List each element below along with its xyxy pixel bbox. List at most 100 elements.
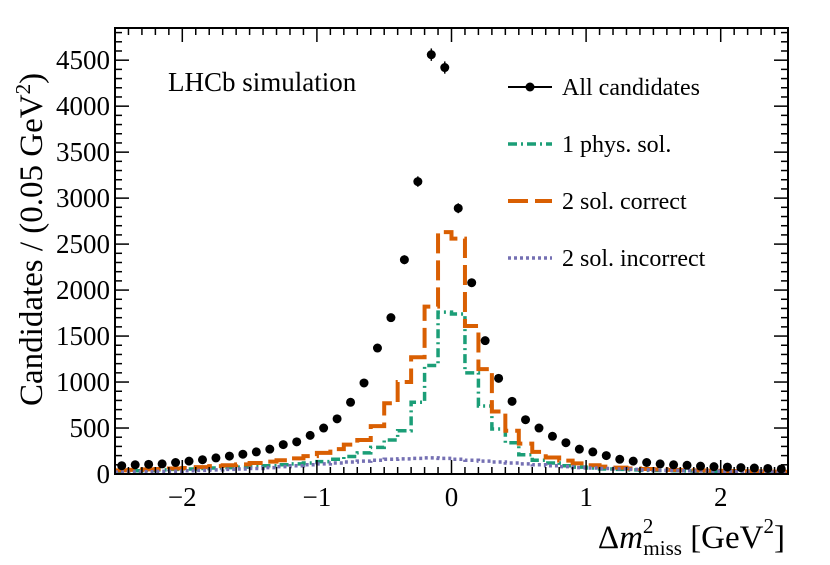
y-tick-label: 500: [70, 413, 111, 443]
x-axis-label-m: m: [619, 520, 643, 556]
data-point: [749, 463, 759, 473]
data-marker: [601, 451, 611, 461]
data-point: [507, 396, 517, 406]
y-tick-label: 4000: [56, 91, 110, 121]
data-marker: [615, 454, 625, 464]
data-marker: [776, 464, 786, 474]
data-marker: [292, 437, 302, 447]
data-point: [197, 455, 207, 465]
x-tick-label: 1: [579, 482, 593, 512]
x-axis-label-sub: miss: [643, 536, 682, 560]
data-point: [669, 460, 679, 470]
data-marker: [763, 463, 773, 473]
x-tick-label: −1: [303, 482, 332, 512]
data-point: [722, 462, 732, 472]
data-marker: [346, 397, 356, 407]
data-marker: [736, 463, 746, 473]
data-point: [413, 176, 423, 187]
data-point: [480, 336, 490, 346]
data-point: [265, 444, 275, 454]
data-marker: [467, 278, 477, 288]
data-point: [292, 437, 302, 447]
data-point: [278, 440, 288, 450]
data-marker: [440, 63, 450, 73]
x-axis-label: Δm2 miss [GeV2]: [598, 514, 785, 560]
data-marker: [265, 444, 275, 454]
data-point: [615, 454, 625, 464]
data-point: [534, 423, 544, 433]
data-marker: [669, 460, 679, 470]
data-marker: [628, 456, 638, 466]
data-marker: [453, 203, 463, 213]
data-point: [359, 378, 369, 388]
legend-label: All candidates: [562, 75, 700, 101]
y-tick-label: 1500: [56, 321, 110, 351]
data-point: [117, 461, 127, 471]
data-marker: [547, 431, 557, 441]
data-point: [372, 343, 382, 353]
x-tick-label: 0: [445, 482, 459, 512]
x-axis-label-unit-close: ]: [774, 520, 785, 556]
data-point: [238, 449, 248, 459]
data-marker: [319, 423, 329, 433]
data-point: [319, 423, 329, 433]
data-point: [682, 460, 692, 470]
data-marker: [144, 459, 154, 469]
data-point: [224, 451, 234, 461]
data-marker: [642, 458, 652, 468]
data-marker: [709, 462, 719, 472]
data-point: [184, 456, 194, 466]
data-marker: [749, 463, 759, 473]
y-tick-label: 3000: [56, 183, 110, 213]
series-1-histogram: [115, 310, 788, 474]
series-layer: [115, 48, 788, 474]
data-point: [346, 397, 356, 407]
annotation-text: LHCb simulation: [168, 67, 357, 97]
y-tick-label: 2500: [56, 229, 110, 259]
data-marker: [386, 313, 396, 323]
data-point: [171, 458, 181, 468]
data-marker: [655, 459, 665, 469]
data-point: [467, 278, 477, 288]
series-2-histogram: [115, 230, 788, 474]
data-point: [305, 430, 315, 440]
data-point: [574, 444, 584, 454]
data-marker: [588, 447, 598, 457]
x-axis-label-delta: Δ: [598, 520, 619, 556]
data-marker: [426, 50, 436, 60]
y-tick-label: 2000: [56, 275, 110, 305]
data-marker: [561, 438, 571, 448]
legend: All candidates 1 phys. sol. 2 sol. correct…: [508, 75, 706, 272]
data-point: [144, 459, 154, 469]
data-marker: [157, 459, 167, 469]
y-tick-label: 1000: [56, 367, 110, 397]
data-point: [399, 255, 409, 265]
data-marker: [224, 451, 234, 461]
y-axis-label-main: Candidates / (0.05 GeV: [14, 94, 50, 406]
data-marker: [534, 423, 544, 433]
data-point: [601, 451, 611, 461]
data-marker: [521, 415, 531, 425]
data-point: [440, 61, 450, 74]
y-axis-label: Candidates / (0.05 GeV2): [11, 73, 50, 406]
data-marker: [211, 453, 221, 463]
x-tick-label: 2: [714, 482, 728, 512]
data-marker: [117, 461, 127, 471]
y-tick-label: 4500: [56, 45, 110, 75]
data-marker: [494, 373, 504, 383]
legend-entry: 2 sol. incorrect: [508, 246, 706, 272]
data-point: [736, 463, 746, 473]
legend-label: 2 sol. incorrect: [562, 246, 706, 272]
data-point: [494, 373, 504, 383]
data-point: [157, 459, 167, 469]
data-point: [642, 458, 652, 468]
data-marker: [130, 460, 140, 470]
legend-entry: All candidates: [508, 75, 700, 101]
legend-swatch-marker: [525, 82, 535, 92]
data-marker: [251, 447, 261, 457]
data-marker: [722, 462, 732, 472]
data-point: [655, 459, 665, 469]
data-point: [386, 313, 396, 323]
data-marker: [507, 396, 517, 406]
